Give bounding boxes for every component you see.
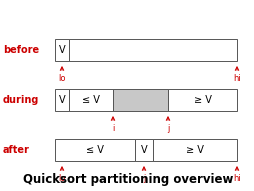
Bar — [134, 139, 152, 161]
Bar — [167, 89, 236, 111]
Text: i: i — [111, 124, 114, 133]
Bar — [113, 89, 167, 111]
Text: after: after — [3, 145, 30, 155]
Text: hi: hi — [232, 174, 240, 183]
Text: during: during — [3, 95, 39, 105]
Bar — [152, 139, 236, 161]
Text: V: V — [58, 45, 65, 55]
Bar — [55, 139, 134, 161]
Text: before: before — [3, 45, 39, 55]
Bar — [55, 39, 69, 61]
Text: V: V — [58, 95, 65, 105]
Text: Quicksort partitioning overview: Quicksort partitioning overview — [23, 173, 232, 186]
Text: hi: hi — [232, 74, 240, 83]
Text: j: j — [142, 174, 145, 183]
Bar — [69, 39, 236, 61]
Text: ≥ V: ≥ V — [185, 145, 203, 155]
Bar — [69, 89, 113, 111]
Text: V: V — [140, 145, 147, 155]
Text: lo: lo — [58, 174, 66, 183]
Bar — [55, 89, 69, 111]
Text: lo: lo — [58, 74, 66, 83]
Text: ≤ V: ≤ V — [82, 95, 100, 105]
Text: ≤ V: ≤ V — [86, 145, 104, 155]
Text: j: j — [166, 124, 168, 133]
Text: ≥ V: ≥ V — [193, 95, 211, 105]
